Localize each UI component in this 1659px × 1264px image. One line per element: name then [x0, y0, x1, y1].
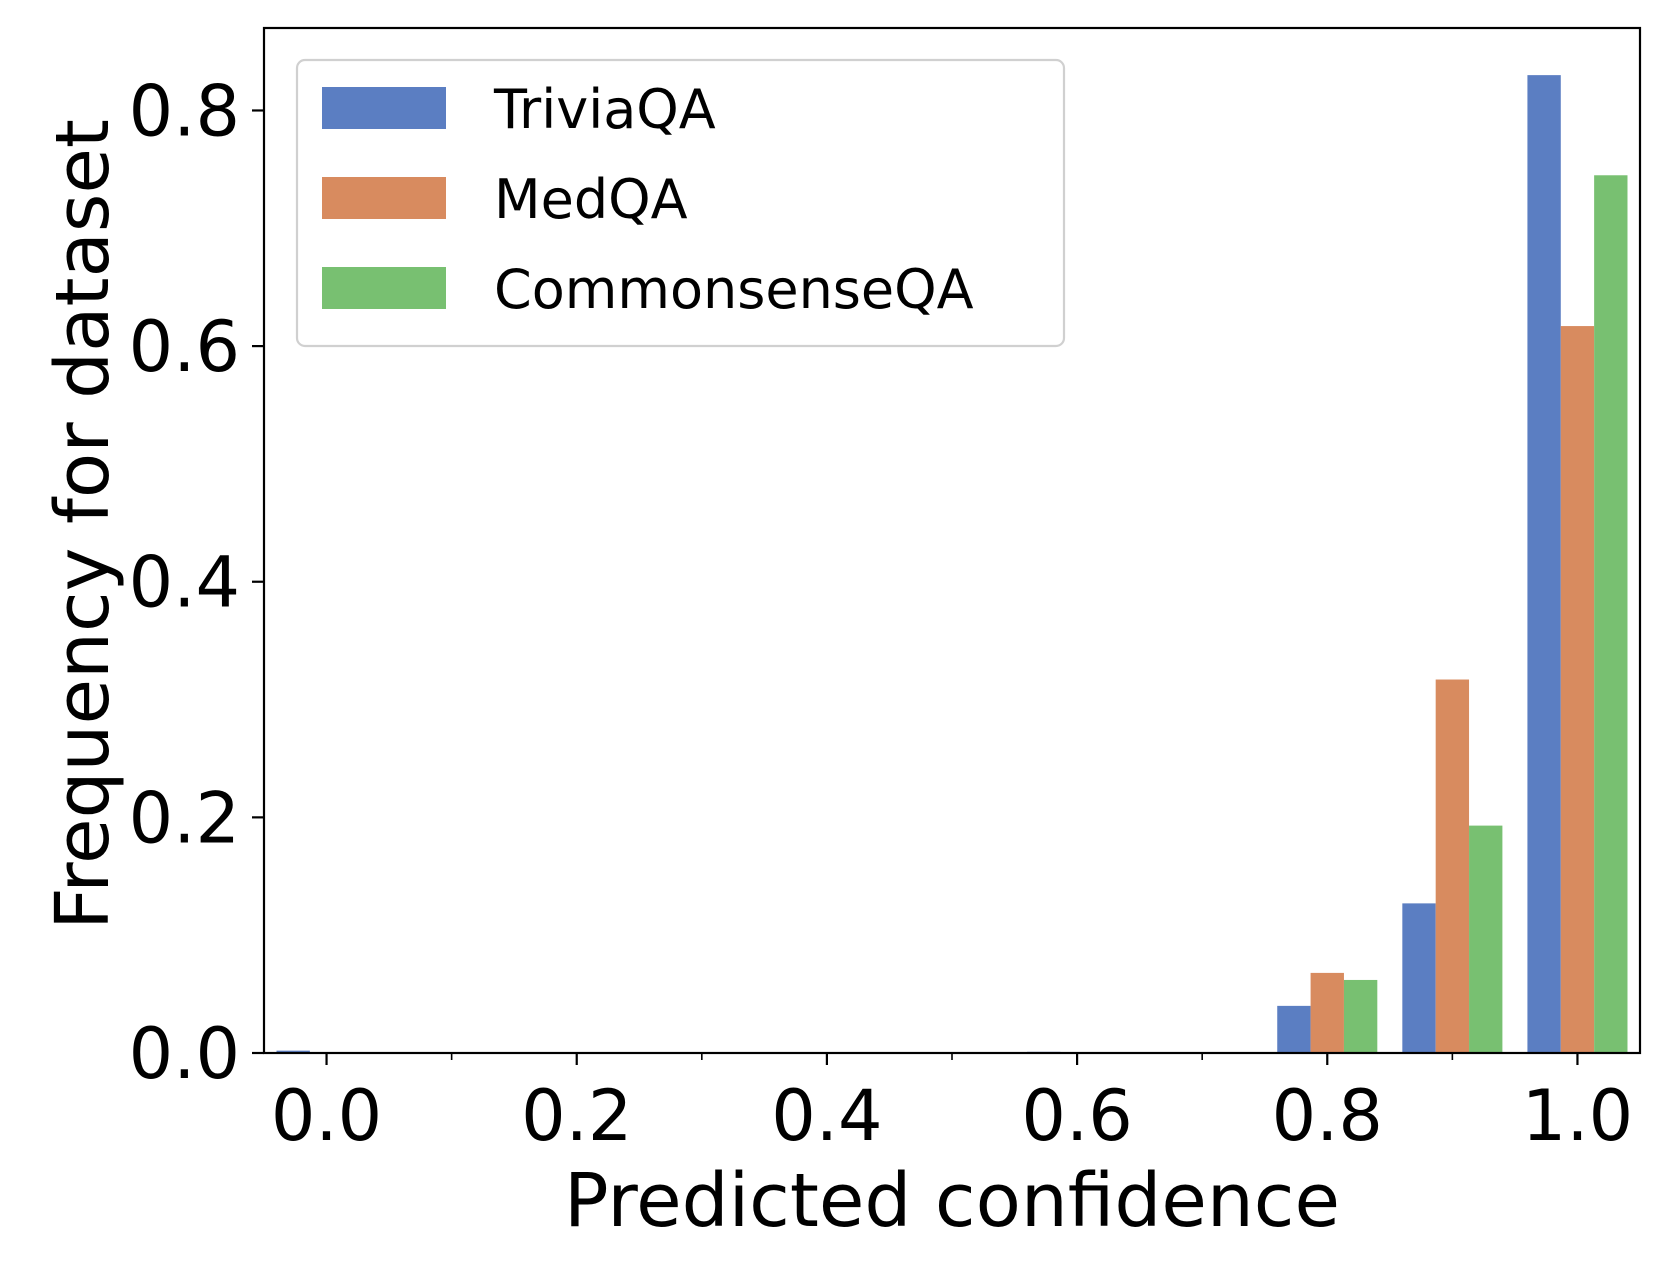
- x-tick-label: 0.8: [1272, 1075, 1383, 1157]
- y-tick-label: 0.4: [129, 542, 240, 624]
- legend: TriviaQA MedQA CommonsenseQA: [295, 58, 1066, 348]
- x-axis-title: Predicted confidence: [564, 1158, 1340, 1244]
- bar-triviaqa-bin-10: [1527, 75, 1561, 1053]
- bar-layer: [276, 75, 1628, 1053]
- bar-medqa-bin-9: [1435, 679, 1470, 1053]
- bar-commonsenseqa-bin-8: [1343, 979, 1378, 1053]
- x-tick-label: 0.6: [1021, 1075, 1132, 1157]
- x-tick-label: 1.0: [1522, 1075, 1633, 1157]
- y-axis-ticks: 0.0 0.2 0.4 0.6 0.8: [129, 70, 264, 1095]
- bar-triviaqa-bin-8: [1277, 1005, 1311, 1053]
- legend-swatch-commonsenseqa: [322, 267, 446, 309]
- legend-box: [295, 58, 1066, 348]
- x-axis-ticks: 0.0 0.2 0.4 0.6 0.8 1.0: [271, 1053, 1633, 1157]
- plot-frame: [262, 26, 1642, 1055]
- x-tick-label: 0.0: [271, 1075, 382, 1157]
- bar-triviaqa-bin-0: [276, 1050, 310, 1053]
- legend-swatch-medqa: [322, 177, 446, 219]
- bar-medqa-bin-8: [1310, 972, 1344, 1053]
- legend-label-commonsenseqa: CommonsenseQA: [494, 258, 974, 321]
- legend-swatch-triviaqa: [322, 87, 446, 129]
- y-axis-title: Frequency for dataset: [40, 119, 126, 930]
- legend-label-medqa: MedQA: [494, 168, 688, 231]
- bar-commonsenseqa-bin-9: [1469, 825, 1503, 1053]
- bar-medqa-bin-10: [1560, 326, 1595, 1053]
- y-tick-label: 0.0: [129, 1013, 240, 1095]
- bar-triviaqa-bin-9: [1402, 903, 1436, 1053]
- y-tick-label: 0.2: [129, 777, 240, 859]
- legend-label-triviaqa: TriviaQA: [493, 78, 716, 141]
- x-tick-label: 0.4: [771, 1075, 882, 1157]
- x-tick-label: 0.2: [521, 1075, 632, 1157]
- bar-commonsenseqa-bin-10: [1594, 175, 1628, 1053]
- y-tick-label: 0.8: [129, 70, 240, 152]
- y-tick-label: 0.6: [129, 306, 240, 388]
